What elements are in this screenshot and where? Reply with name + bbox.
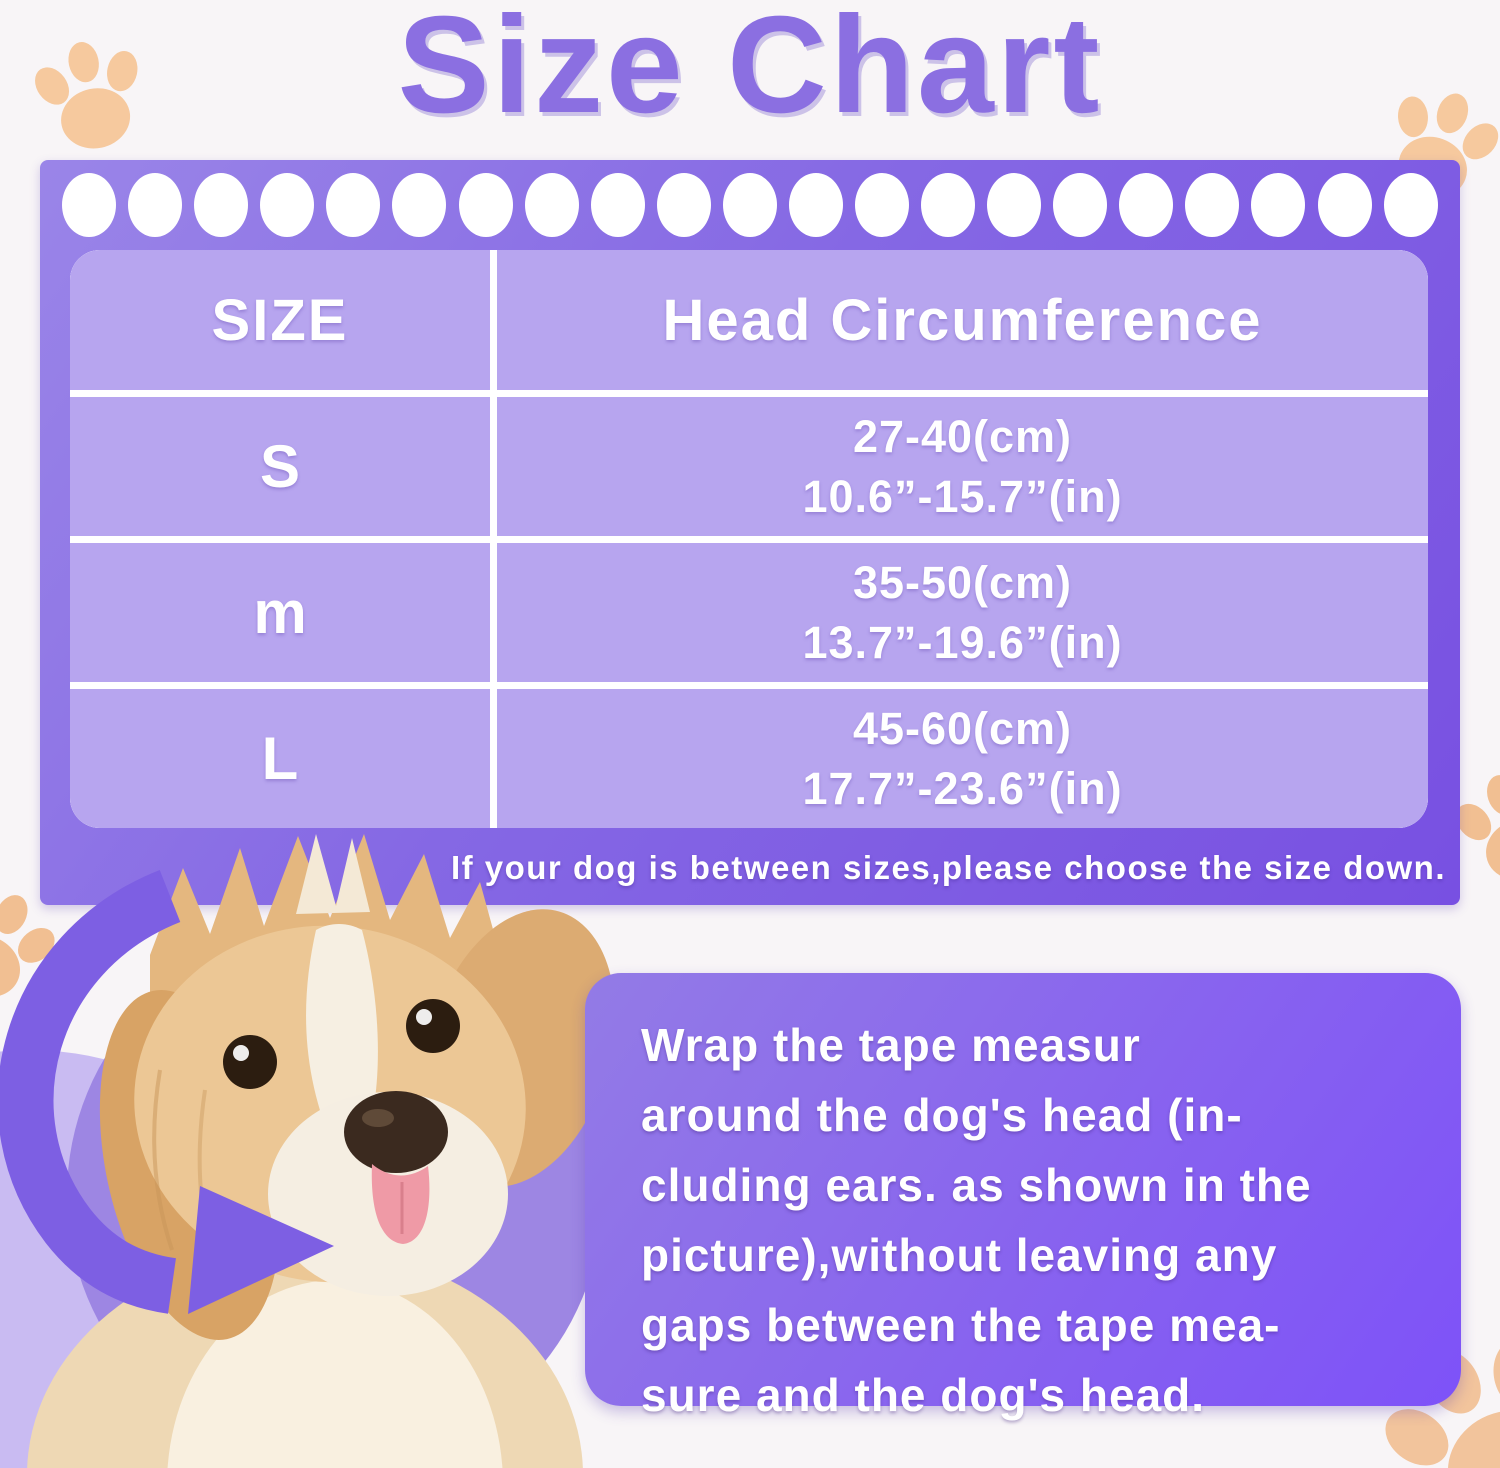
instruction-line: sure and the dog's head. (641, 1369, 1206, 1421)
dog-measuring-illustration (0, 830, 620, 1468)
measurement-cell: 35-50(cm) 13.7”-19.6”(in) (497, 543, 1428, 682)
instruction-line: gaps between the tape mea- (641, 1299, 1281, 1351)
size-label: L (70, 689, 490, 828)
instruction-line: cluding ears. as shown in the (641, 1159, 1312, 1211)
measurement-cell: 45-60(cm) 17.7”-23.6”(in) (497, 689, 1428, 828)
instruction-line: around the dog's head (in- (641, 1089, 1243, 1141)
column-header-head-circumference: Head Circumference (497, 250, 1428, 390)
page-title: Size Chart (397, 0, 1103, 142)
measurement-in: 17.7”-23.6”(in) (802, 762, 1123, 814)
measurement-cell: 27-40(cm) 10.6”-15.7”(in) (497, 397, 1428, 536)
measurement-cm: 27-40(cm) (852, 410, 1073, 462)
size-table-card: SIZE Head Circumference S 27-40(cm) 10.6… (40, 160, 1460, 905)
instruction-line: picture),without leaving any (641, 1229, 1278, 1281)
measurement-in: 13.7”-19.6”(in) (802, 616, 1123, 668)
size-label: S (70, 397, 490, 536)
table-header-row: SIZE Head Circumference (70, 250, 1428, 390)
measuring-instructions-box: Wrap the tape measur around the dog's he… (585, 973, 1461, 1421)
measurement-cm: 35-50(cm) (852, 556, 1073, 608)
size-label: m (70, 543, 490, 682)
column-header-size: SIZE (70, 250, 490, 390)
instruction-line: Wrap the tape measur (641, 1019, 1141, 1071)
scalloped-dots-decoration (40, 160, 1460, 250)
table-row: S 27-40(cm) 10.6”-15.7”(in) (70, 397, 1428, 536)
table-row: m 35-50(cm) 13.7”-19.6”(in) (70, 543, 1428, 682)
between-sizes-note: If your dog is between sizes,please choo… (450, 849, 1446, 886)
curved-arrow-icon (0, 869, 334, 1314)
measurement-cm: 45-60(cm) (852, 702, 1073, 754)
measurement-in: 10.6”-15.7”(in) (802, 470, 1123, 522)
table-row: L 45-60(cm) 17.7”-23.6”(in) (70, 689, 1428, 828)
size-table: SIZE Head Circumference S 27-40(cm) 10.6… (70, 250, 1428, 828)
